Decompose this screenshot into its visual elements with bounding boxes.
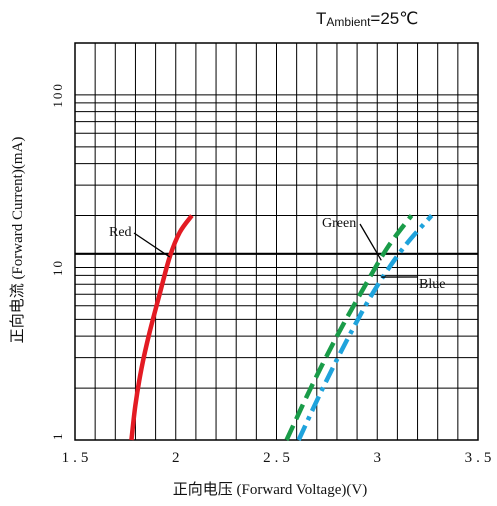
callout-leader-red [133, 232, 171, 258]
series-red-line [129, 214, 194, 441]
y-tick-labels: 1 10 100 [50, 82, 65, 440]
grid [74, 42, 479, 441]
series-green-line [284, 214, 414, 441]
ambient-sub: Ambient [326, 15, 371, 29]
y-tick-label: 100 [50, 82, 65, 108]
series-layer [129, 214, 434, 441]
ambient-annotation: TAmbient=25℃ [316, 9, 418, 29]
callout-label-red: Red [109, 225, 132, 240]
x-tick-labels: 1.5 2 2.5 3 3.5 [62, 450, 496, 466]
ambient-prefix: T [316, 9, 326, 28]
x-axis-title: 正向电压 (Forward Voltage)(V) [173, 481, 367, 498]
callout-leader-green [359, 223, 382, 261]
y-axis-title: 正向电流 (Forward Current)(mA) [9, 137, 26, 344]
x-tick-label: 2 [172, 450, 184, 466]
x-tick-label: 3.5 [465, 450, 496, 466]
callout-label-green: Green [322, 216, 356, 231]
ambient-suffix: =25℃ [370, 9, 418, 28]
callout-layer: Red Green Blue [109, 216, 445, 292]
plot-frame [74, 42, 479, 441]
x-tick-label: 3 [374, 450, 386, 466]
y-tick-label: 1 [50, 432, 65, 441]
y-tick-label: 10 [50, 259, 65, 276]
callout-label-blue: Blue [419, 277, 445, 292]
x-tick-label: 2.5 [263, 450, 294, 466]
x-tick-label: 1.5 [62, 450, 93, 466]
series-blue-line [296, 214, 434, 441]
